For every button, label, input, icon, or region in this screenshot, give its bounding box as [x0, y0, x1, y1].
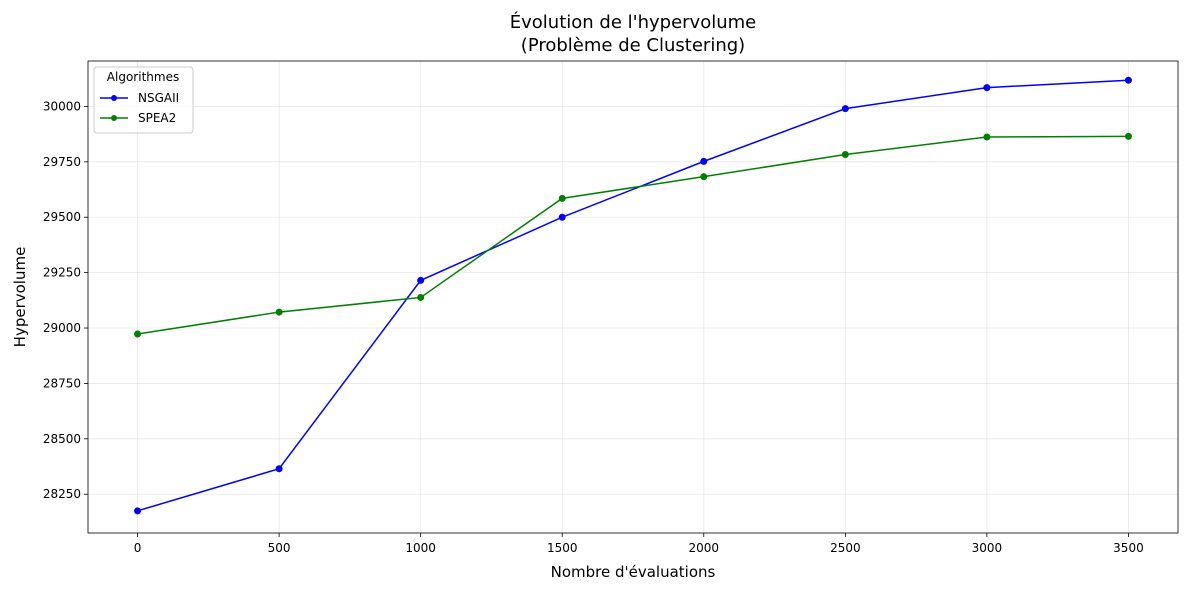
x-tick-label: 500: [268, 541, 291, 555]
legend-marker-spea2: [111, 115, 117, 121]
y-tick-label: 28750: [43, 376, 81, 390]
legend-title: Algorithmes: [107, 70, 179, 84]
data-point-spea2: [417, 293, 425, 301]
x-tick-label: 1000: [405, 541, 436, 555]
x-tick-label: 2000: [689, 541, 720, 555]
series-spea2: [134, 132, 1132, 338]
data-point-spea2: [134, 330, 142, 338]
y-tick-label: 29500: [43, 210, 81, 224]
x-axis-label: Nombre d'évaluations: [551, 563, 716, 581]
x-tick-label: 0: [134, 541, 142, 555]
series-layer: [134, 76, 1132, 515]
data-point-spea2: [983, 133, 991, 141]
chart-subtitle: (Problème de Clustering): [521, 35, 745, 56]
legend-box: [93, 66, 194, 134]
data-point-spea2: [1124, 132, 1132, 140]
x-tick-label: 1500: [547, 541, 578, 555]
legend: Algorithmes NSGAII SPEA2: [93, 66, 194, 134]
legend-entries: NSGAII SPEA2: [100, 91, 179, 125]
x-tick-label: 2500: [830, 541, 861, 555]
chart-title: Évolution de l'hypervolume: [510, 11, 756, 33]
data-point-nsgaii: [417, 276, 425, 284]
series-nsgaii: [134, 76, 1132, 515]
data-point-spea2: [700, 173, 708, 181]
y-tick-label: 29750: [43, 155, 81, 169]
data-point-spea2: [558, 194, 566, 202]
data-point-spea2: [275, 308, 283, 316]
series-line-nsgaii: [137, 79, 1129, 512]
data-point-nsgaii: [700, 157, 708, 165]
y-tick-label: 28250: [43, 487, 81, 501]
axis-ticks: 0 500 1000 1500 2000 2500 3000 3500 28250 28500 28…: [43, 99, 1144, 555]
data-point-nsgaii: [558, 213, 566, 221]
series-line-spea2: [137, 135, 1129, 335]
y-tick-label: 29000: [43, 321, 81, 335]
y-tick-label: 30000: [43, 99, 81, 113]
data-point-nsgaii: [275, 465, 283, 473]
y-axis-label: Hypervolume: [11, 247, 29, 348]
y-tick-label: 29250: [43, 266, 81, 280]
data-point-spea2: [841, 151, 849, 159]
data-point-nsgaii: [1124, 76, 1132, 84]
data-point-nsgaii: [983, 84, 991, 92]
plot-area-frame: [87, 60, 1179, 534]
data-point-nsgaii: [134, 507, 142, 515]
grid: [88, 61, 1178, 533]
y-tick-label: 28500: [43, 432, 81, 446]
x-tick-label: 3000: [972, 541, 1003, 555]
legend-marker-nsgaii: [111, 95, 117, 101]
data-point-nsgaii: [841, 105, 849, 113]
x-tick-label: 3500: [1113, 541, 1144, 555]
legend-label-nsgaii: NSGAII: [138, 91, 179, 105]
legend-label-spea2: SPEA2: [138, 111, 176, 125]
